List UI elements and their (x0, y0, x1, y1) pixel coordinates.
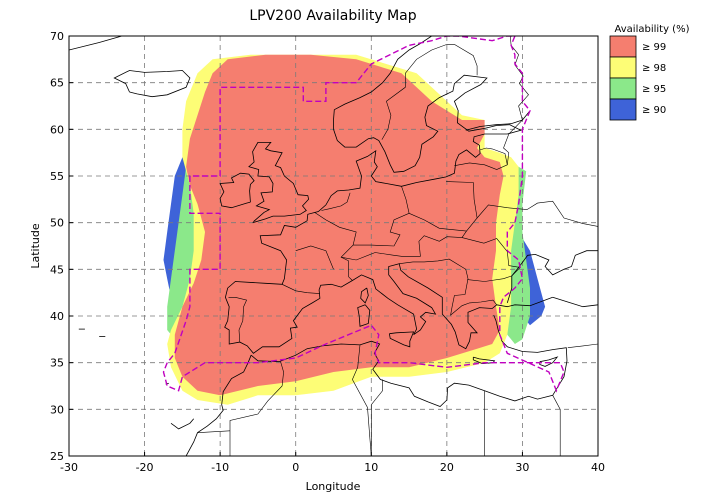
legend-swatch (609, 77, 637, 100)
y-tick-label: 70 (50, 30, 64, 43)
border-mideast (552, 395, 561, 456)
border-alps (341, 230, 467, 261)
service-area-boundary (162, 36, 565, 393)
legend-label: ≥ 99 (642, 42, 666, 53)
availability-zone-99 (174, 54, 504, 396)
border-fr-inner (295, 245, 334, 270)
border-se-fi (454, 44, 478, 76)
border-be-nl (321, 192, 351, 211)
border-africa-1 (229, 361, 284, 456)
x-tick-label: 30 (515, 461, 529, 474)
x-axis-ticks: -30 -20 -10 0 10 20 30 40 (60, 452, 605, 474)
y-tick-label: 45 (50, 263, 64, 276)
coast-canaries (170, 418, 195, 430)
x-tick-label: 10 (364, 461, 378, 474)
legend-swatch (609, 98, 637, 121)
legend: Availability (%) ≥ 99 ≥ 98 ≥ 95 ≥ 90 (609, 24, 690, 121)
legend-label: ≥ 90 (642, 105, 666, 116)
border-es-pt (228, 296, 248, 343)
coast-ireland (219, 172, 255, 209)
y-tick-label: 60 (50, 123, 64, 136)
y-axis-label: Latitude (29, 223, 42, 269)
border-africa-3 (370, 379, 383, 456)
x-tick-label: -20 (136, 461, 154, 474)
coast-iberia (227, 36, 523, 289)
border-pl (408, 181, 478, 232)
coast-corsica-sardinia (360, 287, 369, 304)
border-tr-sy (567, 343, 598, 348)
y-tick-label: 55 (50, 170, 64, 183)
x-tick-label: 20 (440, 461, 454, 474)
coast-sicily (389, 331, 415, 348)
border-africa-5 (197, 430, 231, 433)
coast-north-africa (250, 314, 568, 407)
border-no-se (381, 44, 455, 140)
y-tick-label: 30 (50, 403, 64, 416)
x-tick-label: -10 (211, 461, 229, 474)
coast-atlantic-africa (185, 355, 252, 456)
border-africa-6 (167, 455, 198, 456)
map-title: LPV200 Availability Map (249, 8, 416, 24)
y-tick-label: 40 (50, 310, 64, 323)
border-balkans (399, 258, 497, 316)
legend-title: Availability (%) (615, 24, 690, 35)
y-axis-ticks: 25 30 35 40 45 50 55 60 65 70 (50, 30, 73, 463)
border-ru-west (503, 36, 529, 165)
border-africa-2 (352, 344, 372, 456)
border-de-east (353, 186, 410, 247)
border-fr-es (281, 284, 320, 294)
coast-britain (248, 141, 310, 224)
coast-caspian (552, 296, 598, 308)
border-ua-by (476, 200, 598, 227)
x-tick-label: 0 (292, 461, 299, 474)
legend-label: ≥ 95 (642, 84, 666, 95)
plot-frame (68, 35, 599, 457)
x-tick-label: -30 (60, 461, 78, 474)
plot-area (69, 36, 598, 456)
border-ro-md (461, 237, 521, 282)
coast-baltic-gulf (465, 110, 531, 131)
legend-label: ≥ 98 (642, 63, 666, 74)
legend-items: ≥ 99 ≥ 98 ≥ 95 ≥ 90 (609, 35, 666, 121)
coast-sardinia (357, 304, 371, 327)
country-borders (167, 36, 598, 456)
y-tick-label: 25 (50, 450, 64, 463)
coastline (69, 36, 598, 456)
y-tick-label: 50 (50, 217, 64, 230)
x-axis-label: Longitude (306, 480, 361, 493)
coast-iceland (113, 70, 191, 98)
legend-swatch (609, 56, 637, 79)
y-tick-label: 65 (50, 77, 64, 90)
y-tick-label: 35 (50, 357, 64, 370)
legend-swatch (609, 35, 637, 58)
coast-greenland-edge (69, 36, 123, 51)
x-tick-label: 40 (591, 461, 605, 474)
coast-mediterranean (224, 263, 553, 354)
coast-cyprus (539, 356, 559, 367)
